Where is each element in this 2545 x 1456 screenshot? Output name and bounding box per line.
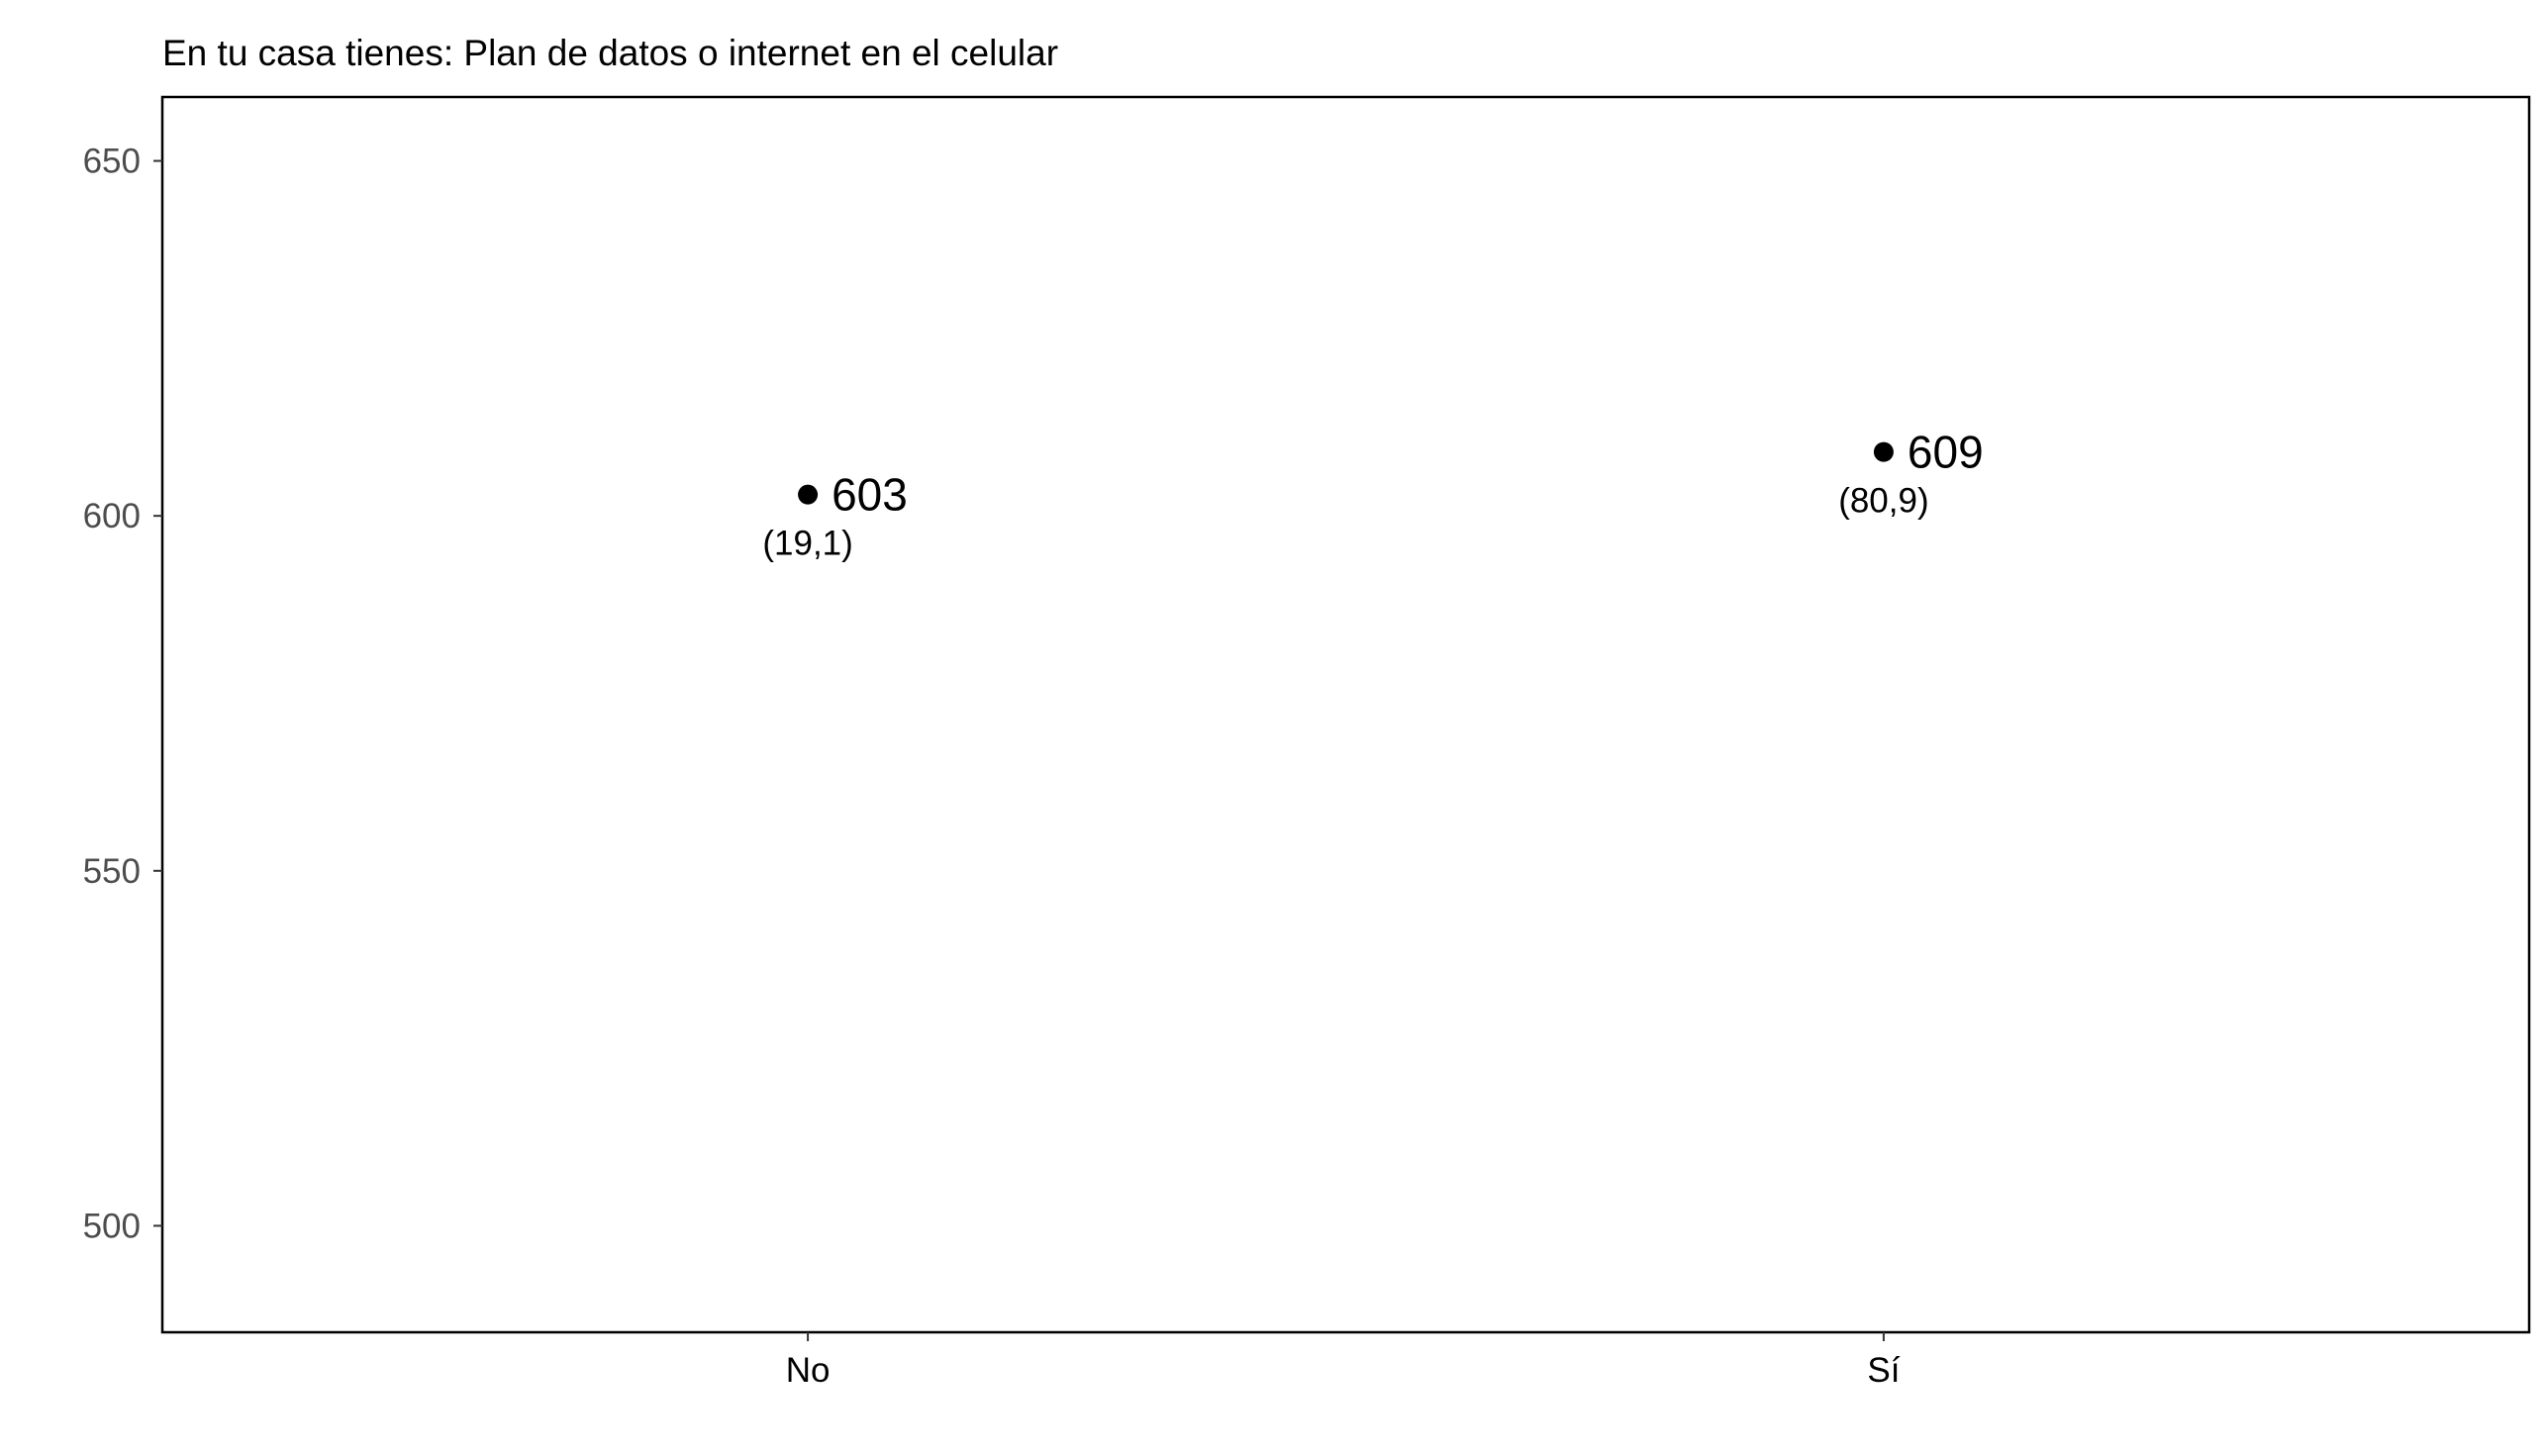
y-tick-label: 600 bbox=[83, 497, 141, 535]
plot-frame bbox=[160, 95, 2531, 1334]
y-tick-label: 650 bbox=[83, 143, 141, 181]
x-tick-label: No bbox=[786, 1351, 831, 1390]
data-points: 603 (19,1) 609 (80,9) bbox=[762, 427, 1983, 563]
y-axis-ticks: 500 550 600 650 bbox=[83, 143, 162, 1245]
x-tick-label: Sí bbox=[1867, 1351, 1900, 1390]
data-point bbox=[1873, 441, 1894, 462]
data-point bbox=[798, 484, 819, 505]
y-tick-label: 500 bbox=[83, 1207, 141, 1245]
data-value-label: 609 bbox=[1908, 427, 1984, 478]
data-percent-label: (80,9) bbox=[1838, 482, 1928, 521]
y-tick-label: 550 bbox=[83, 852, 141, 891]
data-percent-label: (19,1) bbox=[762, 525, 852, 563]
data-value-label: 603 bbox=[832, 469, 908, 521]
x-axis-ticks: No Sí bbox=[786, 1332, 1901, 1390]
chart-title: En tu casa tienes: Plan de datos o inter… bbox=[162, 33, 1058, 73]
